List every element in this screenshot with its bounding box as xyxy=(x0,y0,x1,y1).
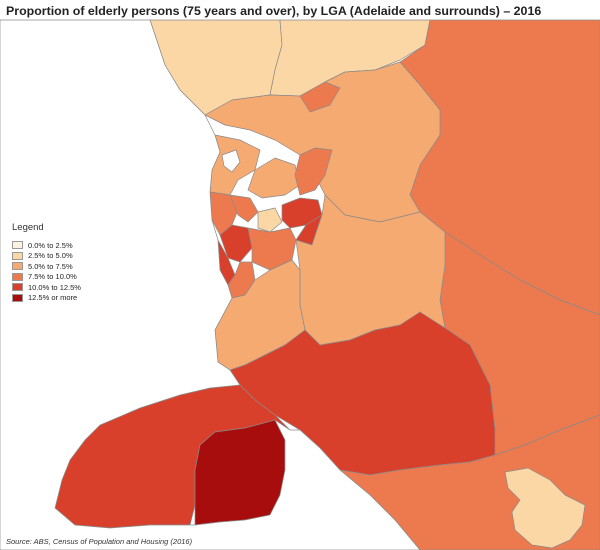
legend-swatch xyxy=(12,293,23,302)
lga-north-small[interactable] xyxy=(299,81,341,113)
lga-north-east-strip[interactable] xyxy=(294,147,333,196)
lga-inner-north[interactable] xyxy=(247,157,301,199)
legend-item: 2.5% to 5.0% xyxy=(12,251,81,262)
lga-inner-west[interactable] xyxy=(229,194,259,223)
legend-item: 5.0% to 7.5% xyxy=(12,261,81,272)
legend-item: 12.5% or more xyxy=(12,293,81,304)
legend-item-label: 7.5% to 10.0% xyxy=(28,272,77,282)
legend-item-label: 12.5% or more xyxy=(28,293,78,303)
lga-centre[interactable] xyxy=(257,207,283,233)
legend-item-label: 10.0% to 12.5% xyxy=(28,282,81,292)
source-note: Source: ABS, Census of Population and Ho… xyxy=(6,537,193,546)
lga-east-peninsula[interactable] xyxy=(504,467,586,549)
legend-swatch xyxy=(12,241,23,250)
legend-item-label: 5.0% to 7.5% xyxy=(28,261,73,271)
legend-item: 7.5% to 10.0% xyxy=(12,272,81,283)
gulf-st-vincent xyxy=(0,19,421,550)
legend-item: 10.0% to 12.5% xyxy=(12,282,81,293)
legend-title: Legend xyxy=(12,222,44,233)
legend-item-label: 0.0% to 2.5% xyxy=(28,240,73,250)
legend: Legend 0.0% to 2.5% 2.5% to 5.0% 5.0% to… xyxy=(12,222,81,303)
legend-swatch xyxy=(12,283,23,292)
port-inlet xyxy=(221,149,241,173)
legend-item: 0.0% to 2.5% xyxy=(12,240,81,251)
legend-swatch xyxy=(12,262,23,271)
legend-item-label: 2.5% to 5.0% xyxy=(28,251,73,261)
legend-swatch xyxy=(12,251,23,260)
map-title: Proportion of elderly persons (75 years … xyxy=(6,4,542,18)
legend-swatch xyxy=(12,272,23,281)
